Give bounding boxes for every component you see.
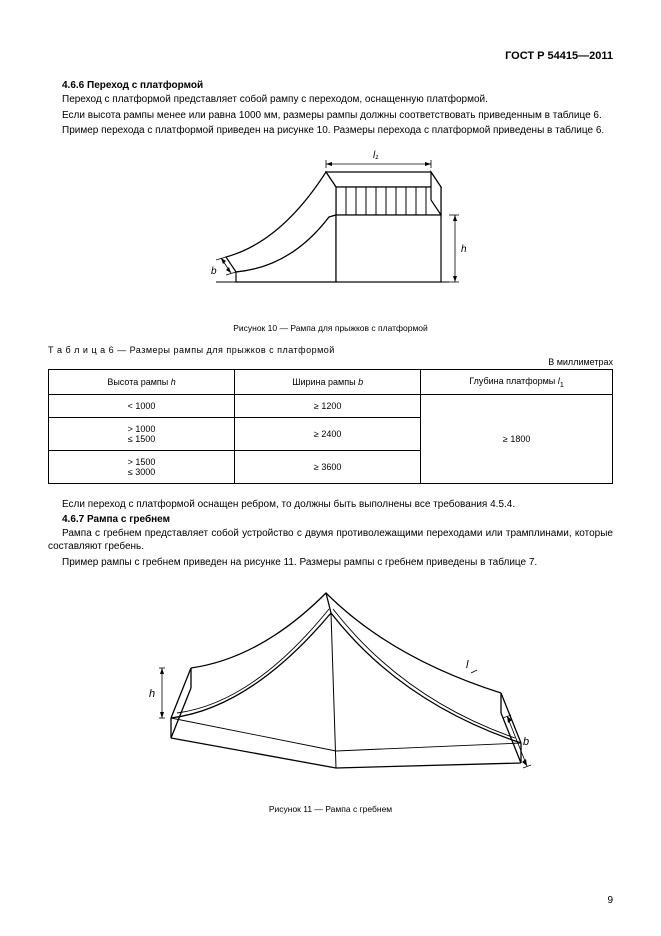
table-6: Высота рампы h Ширина рампы b Глубина пл… [48,369,613,485]
td: ≥ 1200 [235,395,421,418]
th: Глубина платформы l1 [469,376,564,386]
th: Ширина рампы b [292,377,363,387]
fig10-label-l1: l₁ [373,150,378,161]
fig10-label-b: b [211,266,217,277]
figure-11: h l b [48,573,613,798]
td: > 1000≤ 1500 [49,418,235,451]
para-466-3: Пример перехода с платформой приведен на… [48,124,613,138]
section-466-title: 4.6.6 Переход с платформой [62,80,613,91]
fig11-label-b: b [523,736,529,748]
figure-11-svg: h l b [121,573,541,793]
para-466-2: Если высота рампы менее или равна 1000 м… [48,109,613,123]
section-467-title: 4.6.7 Рампа с гребнем [62,514,613,525]
table-6-title: Т а б л и ц а 6 — Размеры рампы для прыж… [48,345,613,355]
para-466-1: Переход с платформой представляет собой … [48,93,613,107]
fig11-label-l: l [466,659,469,671]
table-row: < 1000 ≥ 1200 ≥ 1800 [49,395,613,418]
td: ≥ 3600 [235,451,421,484]
page-number: 9 [607,895,613,906]
th: Высота рампы h [107,377,175,387]
fig10-label-h: h [461,244,467,255]
table-6-units: В миллиметрах [48,357,613,367]
figure-10-caption: Рисунок 10 — Рампа для прыжков с платфор… [48,323,613,333]
fig11-label-h: h [149,688,155,700]
td: > 1500≤ 3000 [49,451,235,484]
figure-10-svg: h l₁ b [181,142,481,312]
td: ≥ 1800 [421,395,613,484]
document-code: ГОСТ Р 54415—2011 [48,50,613,62]
figure-10: h l₁ b [48,142,613,317]
td: ≥ 2400 [235,418,421,451]
page: ГОСТ Р 54415—2011 4.6.6 Переход с платфо… [0,0,661,936]
para-467-1: Рампа с гребнем представляет собой устро… [48,527,613,554]
td: < 1000 [49,395,235,418]
para-467-2: Пример рампы с гребнем приведен на рисун… [48,556,613,570]
figure-11-caption: Рисунок 11 — Рампа с гребнем [48,804,613,814]
para-after-table6: Если переход с платформой оснащен ребром… [48,498,613,512]
table-row: Высота рампы h Ширина рампы b Глубина пл… [49,369,613,395]
